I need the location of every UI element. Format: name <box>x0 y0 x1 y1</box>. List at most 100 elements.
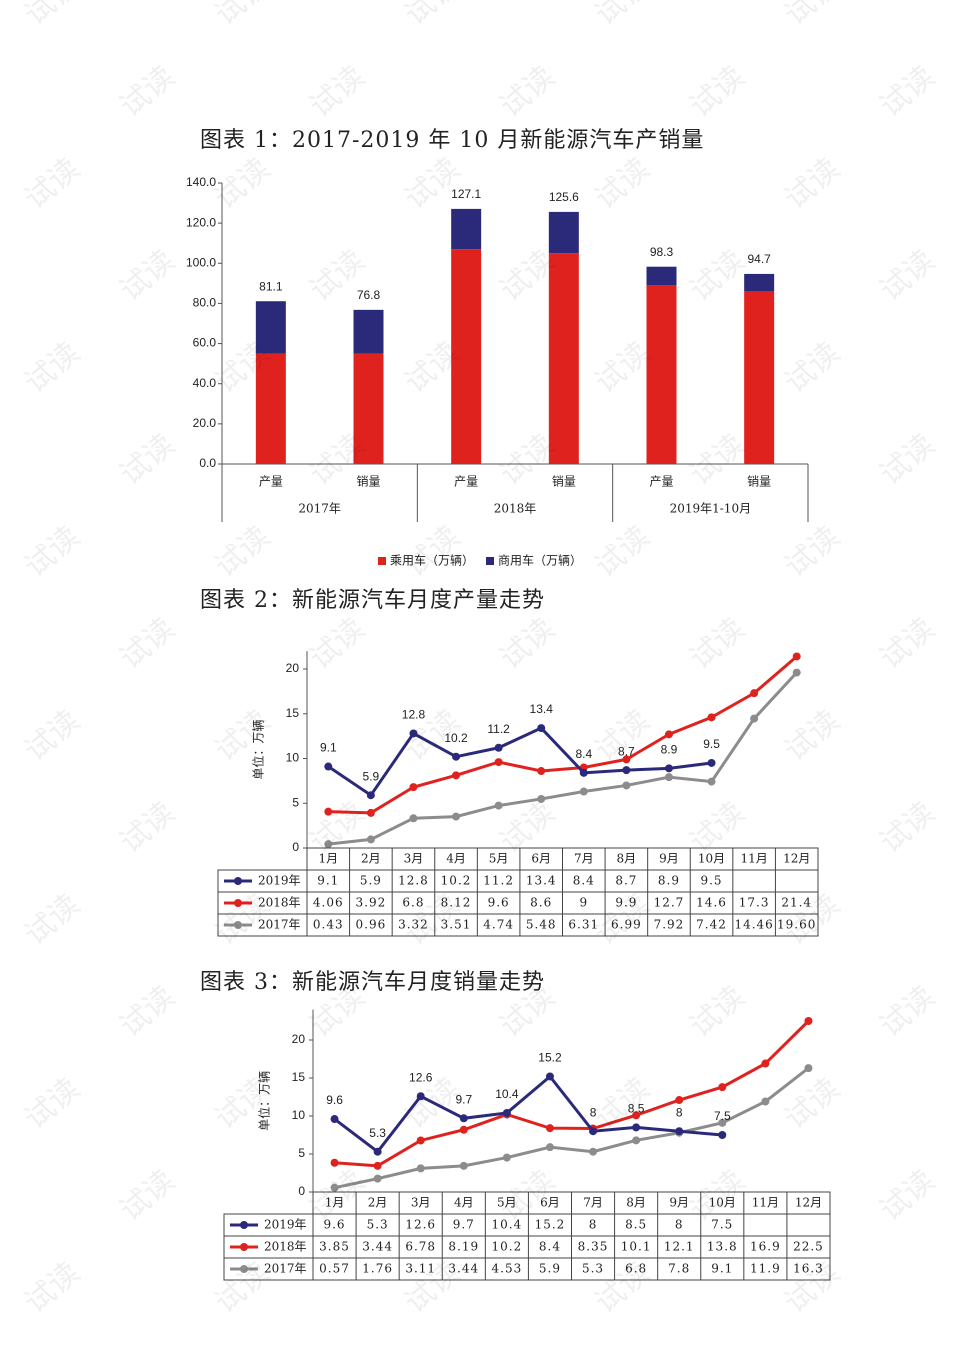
data-label: 9.1 <box>320 741 337 755</box>
table-cell: 9 <box>579 896 588 910</box>
table-cell: 3.85 <box>319 1240 350 1254</box>
watermark: 试读 <box>18 335 86 400</box>
table-cell: 5.3 <box>582 1262 604 1276</box>
y-tick-label: 140.0 <box>186 175 216 189</box>
table-cell: 21.4 <box>781 896 812 910</box>
data-point <box>545 1124 554 1133</box>
bar-segment <box>255 353 286 464</box>
data-point <box>761 1097 770 1106</box>
data-point <box>330 1158 339 1167</box>
bar-segment <box>744 291 775 464</box>
watermark: 试读 <box>588 887 656 952</box>
data-point <box>330 1183 339 1192</box>
table-cell: 5.9 <box>360 874 382 888</box>
data-point <box>545 1072 554 1081</box>
watermark: 试读 <box>778 151 846 216</box>
x-tick-label: 7月 <box>583 1196 603 1210</box>
chart-title: 图表 1：2017-2019 年 10 月新能源汽车产销量 <box>200 128 704 153</box>
table-cell: 6.31 <box>568 918 599 932</box>
table-cell: 8 <box>589 1218 598 1232</box>
bar-segment <box>646 285 677 464</box>
data-point <box>804 1064 813 1073</box>
data-label: 10.4 <box>495 1087 519 1101</box>
data-point <box>373 1174 382 1183</box>
table-frame <box>223 1213 831 1281</box>
group-label: 2019年1-10月 <box>670 502 752 516</box>
bar-segment <box>255 301 286 354</box>
watermark: 试读 <box>588 0 656 33</box>
data-point <box>494 758 503 767</box>
watermark: 试读 <box>588 151 656 216</box>
legend-label: 2019年 <box>258 874 301 888</box>
table-cell: 12.1 <box>664 1240 695 1254</box>
data-label: 12.6 <box>409 1070 433 1084</box>
watermark: 试读 <box>113 59 181 124</box>
total-label: 81.1 <box>259 279 283 293</box>
table-cell: 8.12 <box>441 896 472 910</box>
x-tick-label: 11月 <box>752 1196 779 1210</box>
legend-marker <box>234 921 242 929</box>
watermark: 试读 <box>588 335 656 400</box>
group-label: 2018年 <box>494 502 537 516</box>
data-point <box>718 1118 727 1127</box>
watermark: 试读 <box>683 611 751 676</box>
table-cell: 7.42 <box>696 918 727 932</box>
table-cell: 11.9 <box>750 1262 781 1276</box>
x-tick-label: 销量 <box>552 475 576 489</box>
x-tick-label: 销量 <box>747 475 771 489</box>
bar-segment <box>353 353 384 464</box>
y-tick-label: 0.0 <box>199 456 216 470</box>
y-tick-label: 5 <box>292 795 299 809</box>
table-cell: 12.6 <box>405 1218 436 1232</box>
legend-label: 乘用车（万辆） <box>390 553 474 568</box>
data-point <box>409 783 418 792</box>
data-point <box>324 807 333 816</box>
watermark: 试读 <box>873 59 941 124</box>
watermark: 试读 <box>18 887 86 952</box>
x-tick-label: 12月 <box>783 852 810 866</box>
x-tick-label: 12月 <box>795 1196 822 1210</box>
data-point <box>537 767 546 776</box>
table-cell: 8.35 <box>578 1240 609 1254</box>
data-point <box>792 652 801 661</box>
watermark: 试读 <box>493 59 561 124</box>
table-frame <box>217 869 819 937</box>
watermark: 试读 <box>398 151 466 216</box>
table-cell: 6.8 <box>625 1262 647 1276</box>
data-label: 10.2 <box>444 731 468 745</box>
series-line <box>334 1066 810 1190</box>
table-cell: 3.92 <box>356 896 387 910</box>
table-cell: 9.6 <box>323 1218 345 1232</box>
data-label: 8 <box>676 1105 683 1119</box>
x-tick-label: 5月 <box>497 1196 517 1210</box>
watermark: 试读 <box>778 519 846 584</box>
x-tick-label: 8月 <box>626 1196 646 1210</box>
x-tick-label: 3月 <box>404 852 424 866</box>
data-point <box>707 758 716 767</box>
watermark: 试读 <box>873 795 941 860</box>
data-point <box>459 1114 468 1123</box>
data-point <box>416 1092 425 1101</box>
watermark: 试读 <box>873 1163 941 1228</box>
y-axis-label: 单位：万辆 <box>257 1071 272 1131</box>
bar-segment <box>548 211 579 254</box>
data-point <box>324 840 333 849</box>
bar-segment <box>548 253 579 464</box>
watermark: 试读 <box>113 1163 181 1228</box>
table-cell: 13.8 <box>707 1240 738 1254</box>
legend-label: 2018年 <box>258 896 301 910</box>
watermark: 试读 <box>683 427 751 492</box>
x-tick-label: 1月 <box>318 852 338 866</box>
watermark: 试读 <box>208 151 276 216</box>
x-tick-label: 产量 <box>259 475 283 489</box>
y-tick-label: 80.0 <box>193 296 217 310</box>
watermark: 试读 <box>208 703 276 768</box>
table-cell: 5.9 <box>539 1262 561 1276</box>
watermark: 试读 <box>113 795 181 860</box>
x-tick-label: 2月 <box>368 1196 388 1210</box>
y-axis-label: 单位：万辆 <box>251 720 266 780</box>
x-tick-label: 9月 <box>669 1196 689 1210</box>
watermark: 试读 <box>683 243 751 308</box>
table-cell: 16.3 <box>793 1262 824 1276</box>
x-tick-label: 2月 <box>361 852 381 866</box>
